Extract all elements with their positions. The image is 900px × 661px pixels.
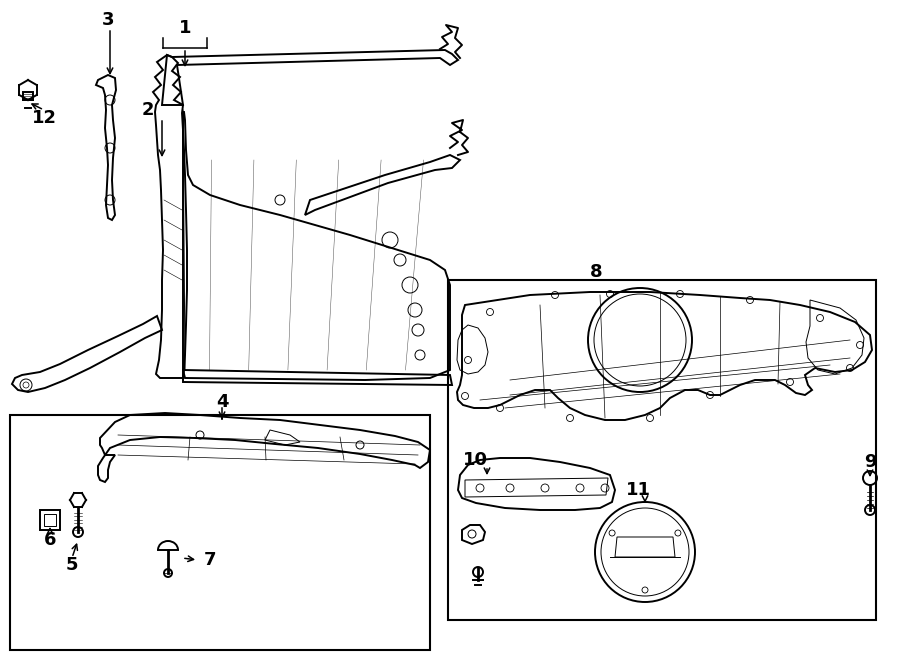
Text: 11: 11 bbox=[626, 481, 651, 499]
Bar bbox=[44, 514, 56, 526]
Text: 6: 6 bbox=[44, 531, 56, 549]
Text: 8: 8 bbox=[590, 263, 602, 281]
Text: 10: 10 bbox=[463, 451, 488, 469]
Bar bbox=[40, 510, 60, 530]
Text: 9: 9 bbox=[864, 453, 877, 471]
Text: 3: 3 bbox=[102, 11, 114, 29]
Text: 5: 5 bbox=[66, 556, 78, 574]
Bar bbox=[10, 415, 430, 650]
Text: 4: 4 bbox=[216, 393, 229, 411]
Text: 1: 1 bbox=[179, 19, 191, 37]
Text: 12: 12 bbox=[32, 109, 57, 127]
Text: 7: 7 bbox=[203, 551, 216, 569]
Text: 2: 2 bbox=[142, 101, 154, 119]
Bar bbox=[23, 92, 33, 100]
Bar bbox=[448, 280, 876, 620]
